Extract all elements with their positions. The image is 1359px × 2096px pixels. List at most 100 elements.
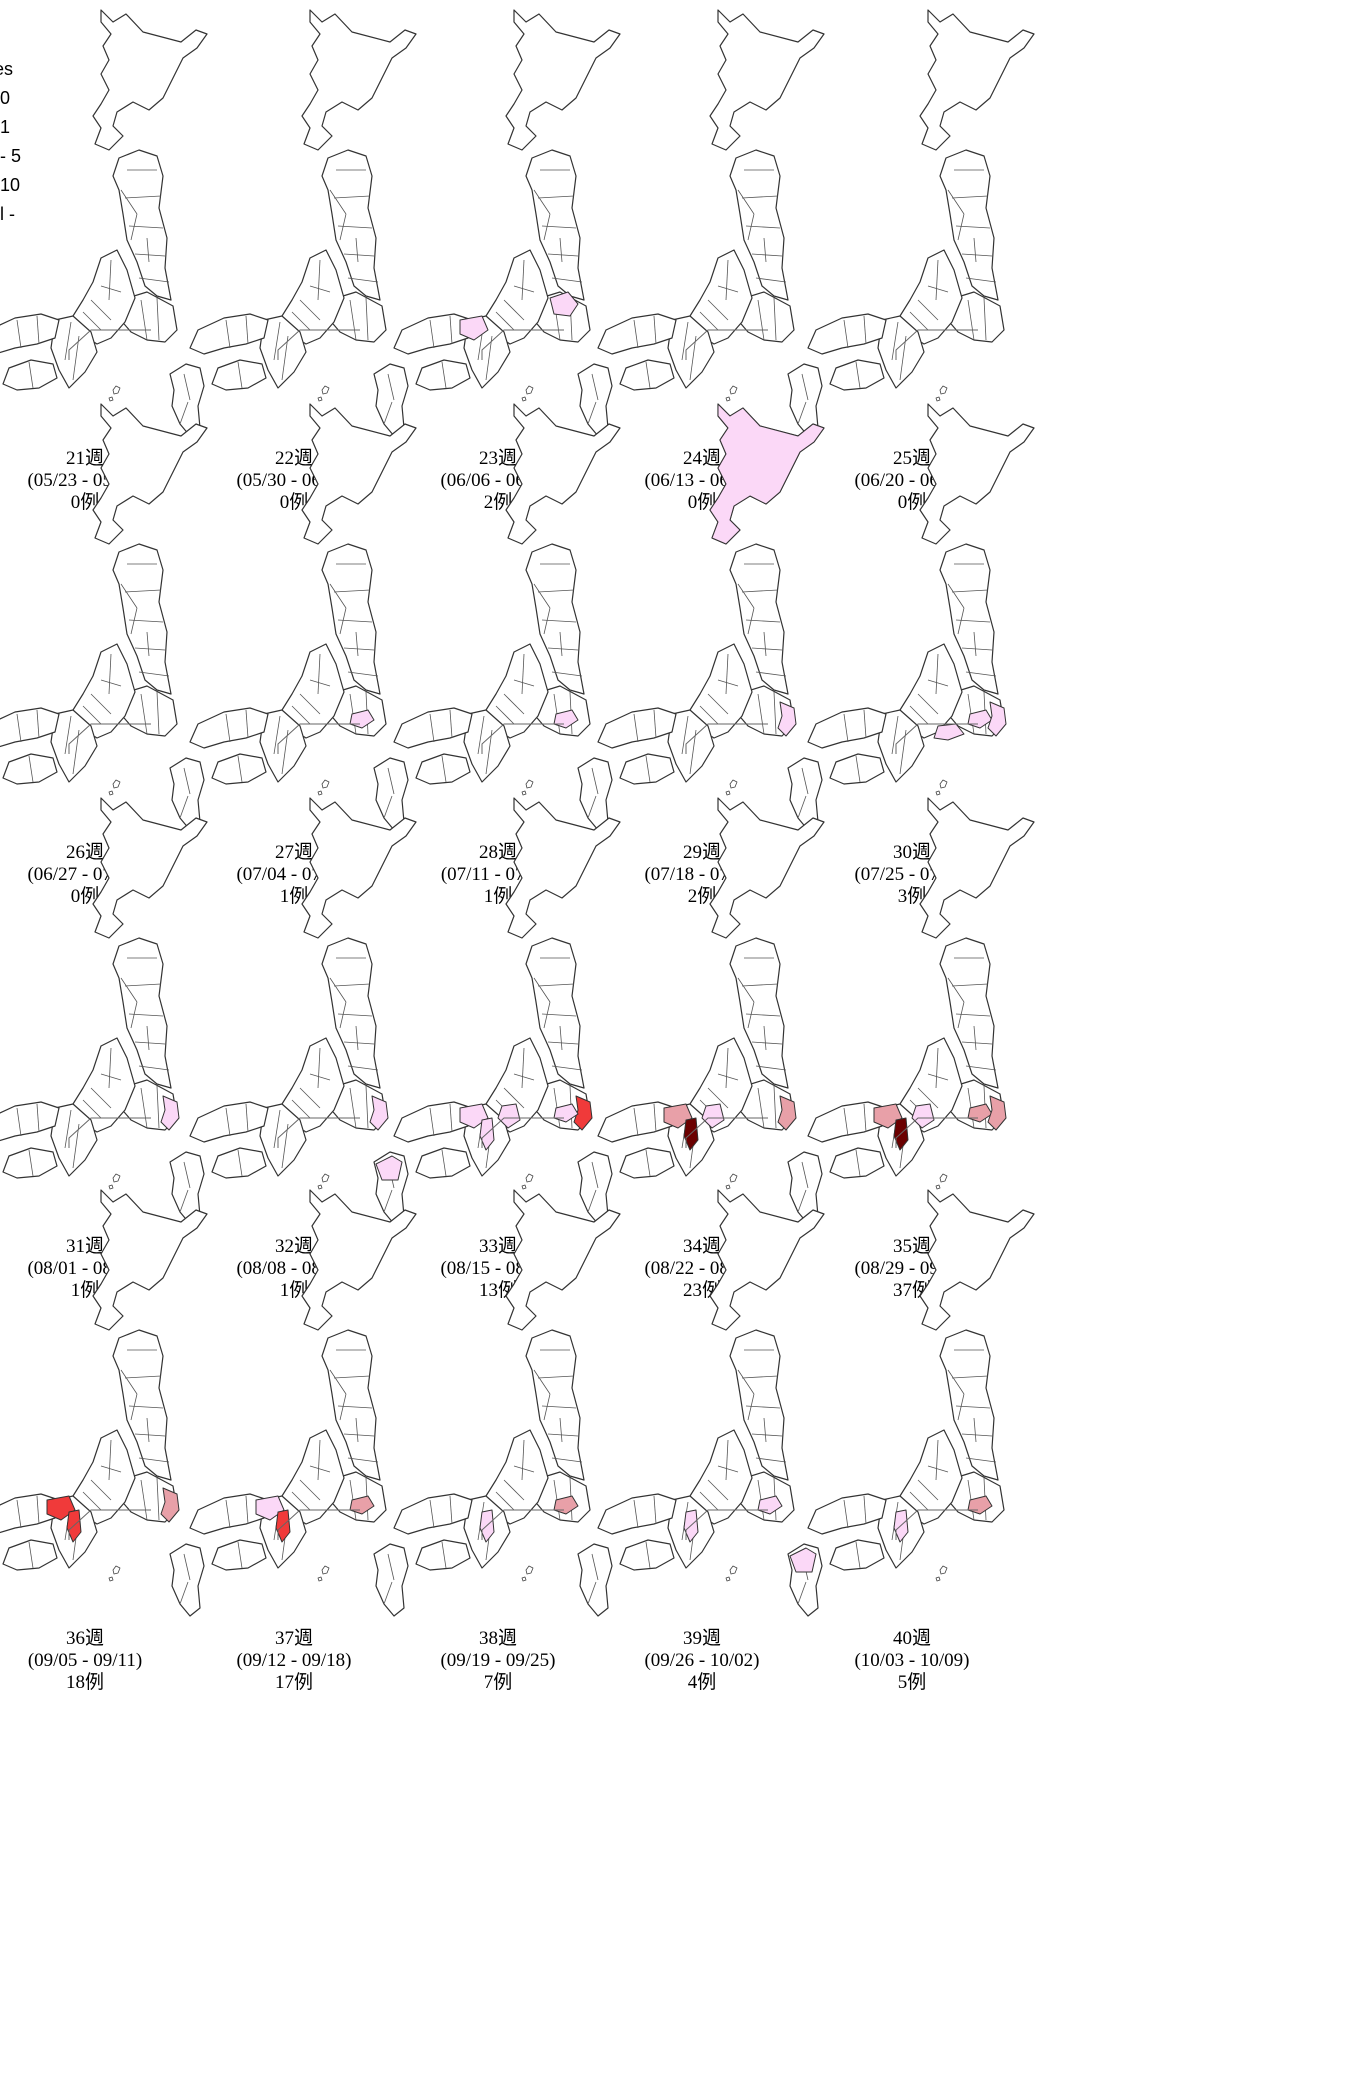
prefecture-border	[237, 1149, 243, 1177]
case-count: 17例	[274, 1672, 313, 1693]
region-chugoku	[807, 1101, 887, 1143]
region-shikoku	[415, 753, 471, 785]
prefecture-border	[299, 1479, 321, 1501]
prefecture-border	[855, 1541, 861, 1569]
prefecture-border	[801, 373, 809, 401]
prefecture-border	[134, 1041, 166, 1045]
okinawa-inset-frame	[277, 723, 360, 754]
prefecture-border	[951, 589, 989, 593]
case-area-hokkaido	[709, 403, 825, 545]
prefecture-border	[965, 1457, 997, 1463]
prefecture-border	[339, 607, 347, 635]
prefecture-border	[347, 277, 379, 283]
prefecture-border	[587, 1189, 597, 1213]
prefecture-border	[291, 1491, 311, 1511]
prefecture-border	[521, 653, 525, 695]
prefecture-border	[108, 1439, 112, 1481]
prefecture-border	[36, 315, 40, 345]
prefecture-border	[28, 1149, 34, 1177]
prefecture-border	[973, 237, 977, 263]
prefecture-border	[36, 1495, 40, 1525]
case-count: 2例	[483, 492, 513, 513]
prefecture-border	[717, 1465, 739, 1473]
prefecture-border	[339, 1393, 347, 1421]
legend-title: es	[0, 59, 14, 79]
prefecture-border	[737, 1369, 755, 1395]
region-chugoku	[189, 313, 269, 355]
region-chugoku	[189, 707, 269, 749]
prefecture-border	[763, 1025, 767, 1051]
region-hokkaido	[919, 403, 1035, 545]
prefecture-border	[909, 705, 929, 725]
week-map-panel: 36週 (09/05 - 09/11) 18例	[0, 1180, 219, 1704]
prefecture-border	[82, 1491, 102, 1511]
case-count: 0例	[70, 492, 100, 513]
week-label: 23週	[478, 448, 517, 469]
prefecture-border	[755, 1065, 787, 1071]
region-chubu	[485, 643, 549, 739]
prefecture-border	[533, 583, 551, 609]
prefecture-border	[100, 285, 122, 293]
okinawa-islands	[935, 779, 948, 796]
prefecture-border	[909, 1491, 929, 1511]
prefecture-border	[559, 631, 563, 657]
prefecture-border	[653, 1103, 657, 1133]
region-chubu	[72, 1037, 136, 1133]
case-area-kinki-north	[459, 1103, 489, 1129]
prefecture-border	[183, 1553, 191, 1581]
prefecture-border	[503, 1087, 525, 1109]
prefecture-border	[441, 361, 447, 389]
prefecture-border	[16, 319, 22, 349]
prefecture-border	[120, 977, 138, 1003]
prefecture-border	[773, 297, 777, 341]
prefecture-border	[245, 709, 249, 739]
prefecture-border	[237, 361, 243, 389]
region-shikoku	[415, 1539, 471, 1571]
week-label: 31週	[65, 1236, 104, 1257]
prefecture-border	[633, 713, 639, 743]
week-label: 39週	[682, 1628, 721, 1649]
prefecture-border	[863, 709, 867, 739]
prefecture-border	[587, 1581, 597, 1605]
case-area-kanto-north	[549, 291, 579, 317]
prefecture-border	[156, 1085, 160, 1129]
prefecture-border	[973, 1025, 977, 1051]
prefecture-border	[429, 1499, 435, 1529]
prefecture-border	[961, 647, 993, 651]
prefecture-border	[225, 713, 231, 743]
prefecture-border	[521, 1047, 525, 1089]
prefecture-border	[843, 319, 849, 349]
prefecture-border	[935, 259, 939, 301]
region-shikoku	[829, 753, 885, 785]
prefecture-border	[891, 715, 899, 755]
region-chubu	[899, 249, 963, 345]
prefecture-border	[513, 1073, 535, 1081]
prefecture-border	[961, 1433, 993, 1437]
prefecture-border	[757, 1087, 765, 1129]
prefecture-border	[957, 607, 965, 635]
prefecture-border	[961, 253, 993, 257]
region-chugoku	[0, 1493, 60, 1534]
prefecture-border	[90, 299, 112, 321]
japan-prefecture-map	[373, 403, 621, 831]
prefecture-border	[801, 767, 809, 795]
prefecture-border	[146, 631, 150, 657]
region-hokkaido	[301, 797, 417, 939]
region-chubu	[72, 1429, 136, 1525]
prefecture-border	[741, 589, 779, 593]
prefecture-border	[108, 1047, 112, 1089]
date-range: (09/05 - 09/11)	[27, 1650, 143, 1671]
prefecture-border	[737, 583, 755, 609]
okinawa-inset-frame	[685, 1509, 768, 1540]
prefecture-border	[547, 1041, 579, 1045]
prefecture-border	[72, 335, 80, 381]
prefecture-border	[337, 1405, 373, 1409]
prefecture-border	[317, 1439, 321, 1481]
prefecture-border	[82, 705, 102, 725]
prefecture-border	[951, 195, 989, 199]
week-label: 32週	[274, 1236, 313, 1257]
prefecture-border	[947, 583, 965, 609]
prefecture-border	[429, 713, 435, 743]
prefecture-border	[983, 297, 987, 341]
prefecture-border	[707, 1479, 729, 1501]
